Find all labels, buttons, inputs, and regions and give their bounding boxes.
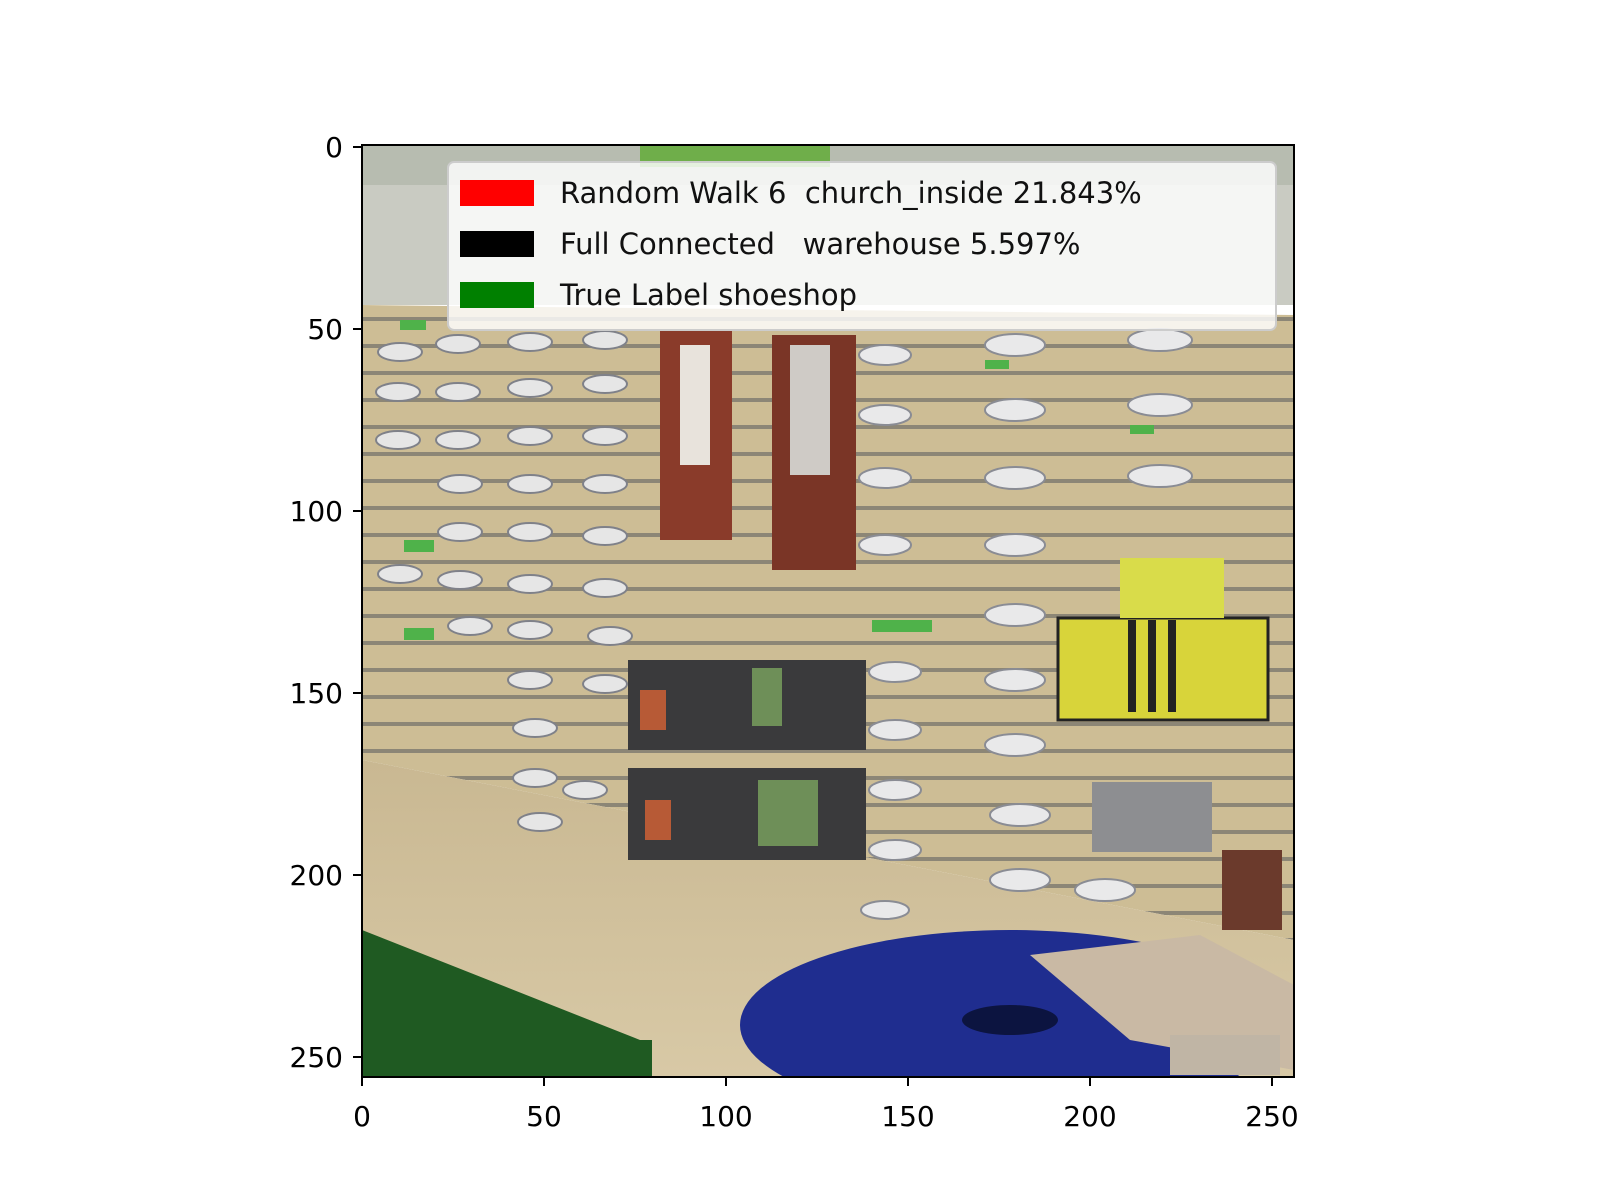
legend-label-random-walk: Random Walk 6 church_inside 21.843% [560, 176, 1142, 210]
y-tick-label: 100 [290, 495, 343, 528]
legend-swatch-full-connected [460, 231, 534, 257]
y-tick-label: 0 [325, 131, 343, 164]
y-tick-label: 250 [290, 1041, 343, 1074]
x-tick-label: 50 [526, 1100, 562, 1133]
y-tick-label: 150 [290, 677, 343, 710]
legend-label-full-connected: Full Connected warehouse 5.597% [560, 227, 1081, 261]
legend-swatch-true-label [460, 282, 534, 308]
y-tick-label: 50 [307, 313, 343, 346]
x-tick-label: 250 [1245, 1100, 1298, 1133]
legend: Random Walk 6 church_inside 21.843% Full… [447, 161, 1277, 331]
y-axis: 0 50 100 150 200 250 [290, 131, 362, 1074]
photo [362, 145, 1294, 1077]
x-tick-label: 200 [1063, 1100, 1116, 1133]
x-axis: 0 50 100 150 200 250 [353, 1077, 1299, 1133]
x-tick-label: 150 [881, 1100, 934, 1133]
legend-box [447, 161, 1277, 331]
axes-frame [361, 144, 1295, 1078]
x-tick-label: 100 [699, 1100, 752, 1133]
legend-label-true-label: True Label shoeshop [559, 278, 857, 312]
x-tick-label: 0 [353, 1100, 371, 1133]
legend-swatch-random-walk [460, 180, 534, 206]
y-tick-label: 200 [290, 859, 343, 892]
